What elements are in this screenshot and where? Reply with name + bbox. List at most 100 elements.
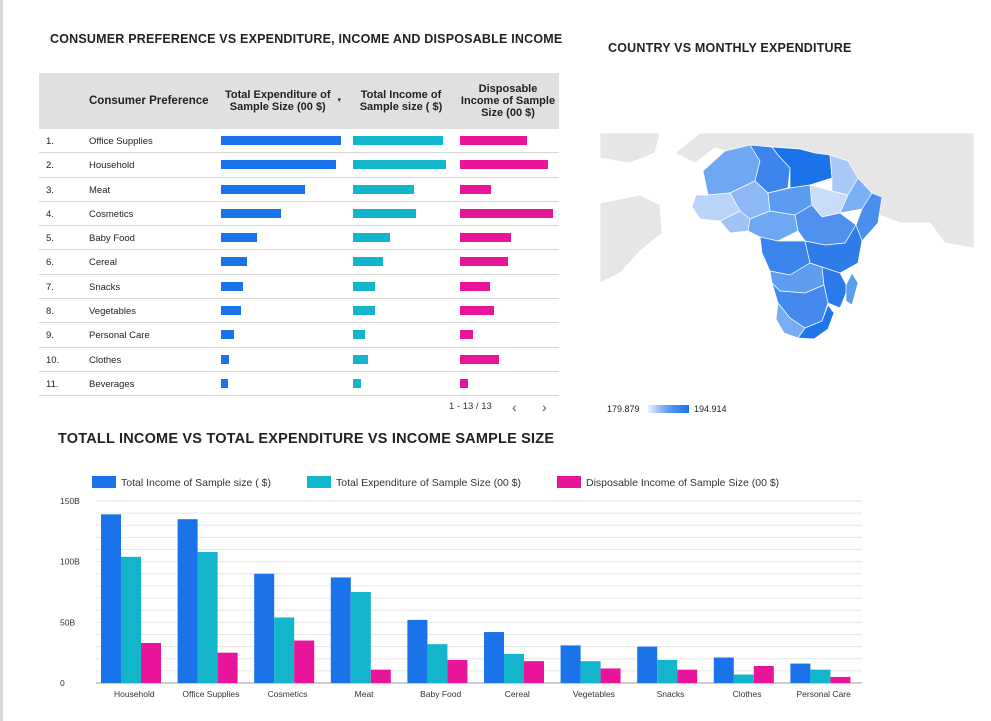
table-row[interactable]: 10. Clothes [39, 348, 559, 372]
table-row[interactable]: 2. Household [39, 153, 559, 178]
legend-label[interactable]: Total Income of Sample size ( $) [121, 477, 271, 489]
bar[interactable] [504, 653, 524, 683]
row-bar-disp [460, 233, 511, 243]
row-bar-disp [460, 257, 508, 267]
table-row[interactable]: 6. Cereal [39, 250, 559, 275]
header-total-income[interactable]: Total Income of Sample size ( $) [359, 89, 443, 113]
bar[interactable] [560, 645, 581, 683]
bar[interactable] [177, 519, 198, 683]
bar[interactable] [600, 668, 621, 683]
grouped-bar-chart[interactable]: 0 50B 100B 150B Total Income of Sample size … [0, 470, 991, 715]
bar[interactable] [427, 644, 448, 683]
prev-page-button[interactable]: ‹ [512, 399, 517, 415]
region-southeast[interactable] [797, 304, 835, 340]
bar[interactable] [733, 674, 754, 683]
bar[interactable] [657, 659, 678, 683]
row-index: 3. [46, 184, 54, 196]
bar[interactable] [830, 676, 851, 683]
table-row[interactable]: 11. Beverages [39, 372, 559, 397]
map-legend-min: 179.879 [607, 404, 640, 414]
bar[interactable] [753, 666, 774, 683]
row-bar-inc [353, 354, 368, 364]
row-bar-exp [221, 208, 281, 218]
bar[interactable] [330, 577, 351, 683]
bar[interactable] [274, 617, 295, 683]
bar[interactable] [790, 663, 811, 683]
bar[interactable] [370, 669, 391, 683]
row-bar-inc [353, 281, 375, 291]
legend-label[interactable]: Disposable Income of Sample Size (00 $) [586, 477, 779, 489]
row-bar-inc [353, 233, 390, 243]
x-category-label: Baby Food [420, 689, 461, 699]
row-category: Personal Care [89, 330, 150, 342]
row-bar-disp [460, 378, 468, 388]
table-row[interactable]: 5. Baby Food [39, 226, 559, 251]
bar[interactable] [810, 669, 831, 683]
bar[interactable] [254, 573, 275, 683]
bar[interactable] [197, 551, 218, 683]
y-tick-label: 150B [60, 496, 80, 506]
africa-choropleth-map[interactable] [600, 133, 974, 365]
bar[interactable] [294, 640, 315, 683]
bar[interactable] [637, 646, 658, 683]
row-bar-inc [353, 330, 365, 340]
row-bar-disp [460, 184, 491, 194]
preference-table: Consumer Preference Total Expenditure of… [39, 73, 559, 397]
row-index: 8. [46, 306, 54, 318]
header-total-expenditure[interactable]: Total Expenditure of Sample Size (00 $) … [221, 73, 341, 129]
legend-label[interactable]: Total Expenditure of Sample Size (00 $) [336, 477, 521, 489]
y-tick-label: 100B [60, 557, 80, 567]
row-bar-inc [353, 208, 416, 218]
x-category-label: Vegetables [573, 689, 615, 699]
table-row[interactable]: 1. Office Supplies [39, 129, 559, 154]
row-bar-exp [221, 160, 336, 170]
left-border [0, 0, 3, 721]
bar[interactable] [524, 661, 544, 683]
bar[interactable] [121, 556, 141, 683]
row-bar-inc [353, 306, 375, 316]
bar[interactable] [447, 659, 468, 683]
row-bar-inc [353, 378, 361, 388]
row-bar-exp [221, 378, 228, 388]
table-row[interactable]: 9. Personal Care [39, 323, 559, 348]
map-africa [691, 144, 883, 340]
row-category: Office Supplies [89, 136, 153, 147]
table-header: Consumer Preference Total Expenditure of… [39, 73, 559, 129]
table-row[interactable]: 4. Cosmetics [39, 202, 559, 227]
row-bar-inc [353, 160, 446, 170]
header-total-expenditure-label: Total Expenditure of Sample Size (00 $) [224, 89, 331, 113]
chart-title: TOTALL INCOME VS TOTAL EXPENDITURE VS IN… [58, 431, 555, 447]
header-consumer-preference[interactable]: Consumer Preference [89, 95, 209, 107]
row-bar-exp [221, 184, 305, 194]
table-row[interactable]: 7. Snacks [39, 275, 559, 300]
bar[interactable] [101, 514, 121, 683]
pagination-label: 1 - 13 / 13 [449, 401, 492, 412]
row-bar-disp [460, 306, 494, 316]
bar[interactable] [407, 619, 428, 683]
map-legend-max: 194.914 [694, 404, 727, 414]
bar[interactable] [713, 657, 734, 683]
next-page-button[interactable]: › [542, 399, 547, 415]
row-category: Cereal [89, 257, 117, 269]
region-central[interactable] [747, 210, 799, 242]
x-category-label: Household [114, 689, 155, 699]
table-row[interactable]: 3. Meat [39, 178, 559, 202]
row-index: 10. [46, 354, 60, 366]
region-madagascar[interactable] [845, 272, 859, 306]
table-row[interactable]: 8. Vegetables [39, 299, 559, 324]
bar[interactable] [484, 632, 504, 683]
legend-swatch [92, 476, 116, 488]
y-tick-label: 50B [60, 617, 75, 627]
map-legend-gradient [648, 405, 689, 413]
bar[interactable] [580, 661, 601, 683]
row-category: Clothes [89, 354, 122, 366]
map-land-americas [600, 194, 663, 284]
map-land-north [600, 133, 661, 164]
row-bar-inc [353, 257, 383, 267]
bar[interactable] [217, 652, 238, 683]
header-disposable-income[interactable]: Disposable Income of Sample Size (00 $) [460, 83, 556, 119]
region-north[interactable] [771, 146, 833, 189]
bar[interactable] [141, 642, 161, 683]
bar[interactable] [350, 592, 371, 683]
bar[interactable] [677, 669, 698, 683]
